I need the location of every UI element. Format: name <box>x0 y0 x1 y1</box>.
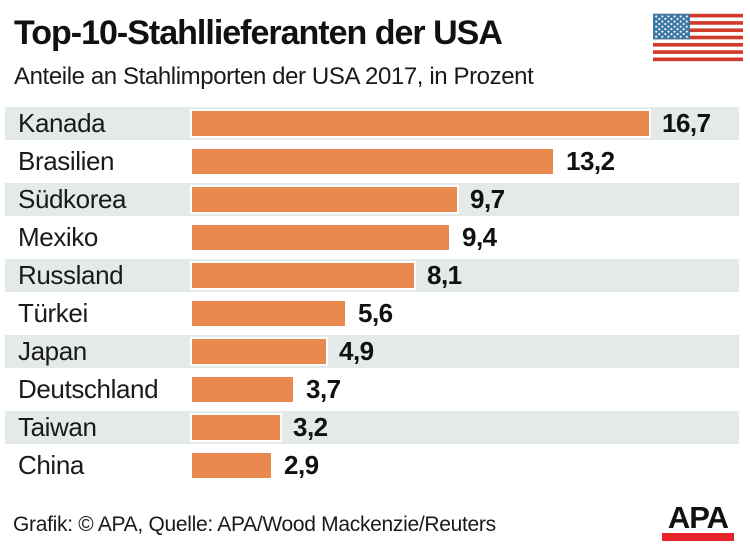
chart-row: Südkorea 9,7 <box>5 183 739 216</box>
value-label: 3,2 <box>293 412 328 442</box>
chart-subtitle: Anteile an Stahlimporten der USA 2017, i… <box>14 63 534 90</box>
bar <box>190 261 416 290</box>
value-label: 2,9 <box>284 450 319 480</box>
chart-row: Kanada 16,7 <box>5 107 739 140</box>
source-credit: Grafik: © APA, Quelle: APA/Wood Mackenzi… <box>13 513 496 536</box>
category-label: Russland <box>18 260 124 290</box>
category-label: Türkei <box>18 298 88 328</box>
apa-logo: APA <box>662 500 734 541</box>
chart-row: Taiwan 3,2 <box>5 411 739 444</box>
value-label: 9,7 <box>470 184 505 214</box>
category-label: Taiwan <box>18 412 97 442</box>
bar <box>190 375 295 404</box>
value-label: 16,7 <box>662 108 711 138</box>
value-label: 8,1 <box>427 260 462 290</box>
chart-row: China 2,9 <box>5 449 739 482</box>
value-label: 5,6 <box>358 298 393 328</box>
value-label: 4,9 <box>339 336 374 366</box>
value-label: 3,7 <box>306 374 341 404</box>
bar <box>190 147 555 176</box>
chart-row: Japan 4,9 <box>5 335 739 368</box>
bar <box>190 109 651 138</box>
chart-row: Türkei 5,6 <box>5 297 739 330</box>
category-label: Südkorea <box>18 184 127 214</box>
chart-row: Brasilien 13,2 <box>5 145 739 178</box>
value-label: 9,4 <box>462 222 497 252</box>
value-label: 13,2 <box>566 146 615 176</box>
category-label: Brasilien <box>18 146 115 176</box>
category-label: China <box>18 450 84 480</box>
bar <box>190 413 282 442</box>
category-label: Kanada <box>18 108 106 138</box>
bar <box>190 185 459 214</box>
apa-logo-underline <box>662 533 734 541</box>
category-label: Deutschland <box>18 374 159 404</box>
chart-title: Top-10-Stahllieferanten der USA <box>14 14 503 52</box>
bar <box>190 299 347 328</box>
chart-row: Deutschland 3,7 <box>5 373 739 406</box>
usa-flag-icon <box>653 12 743 63</box>
category-label: Mexiko <box>18 222 98 252</box>
bar <box>190 337 328 366</box>
apa-logo-text: APA <box>667 500 729 535</box>
chart-row: Russland 8,1 <box>5 259 739 292</box>
category-label: Japan <box>18 336 87 366</box>
chart-row: Mexiko 9,4 <box>5 221 739 254</box>
bar <box>190 451 273 480</box>
bar <box>190 223 451 252</box>
bar-chart: Kanada 16,7 Brasilien 13,2 Südkorea 9,7 Mexiko… <box>5 107 739 487</box>
